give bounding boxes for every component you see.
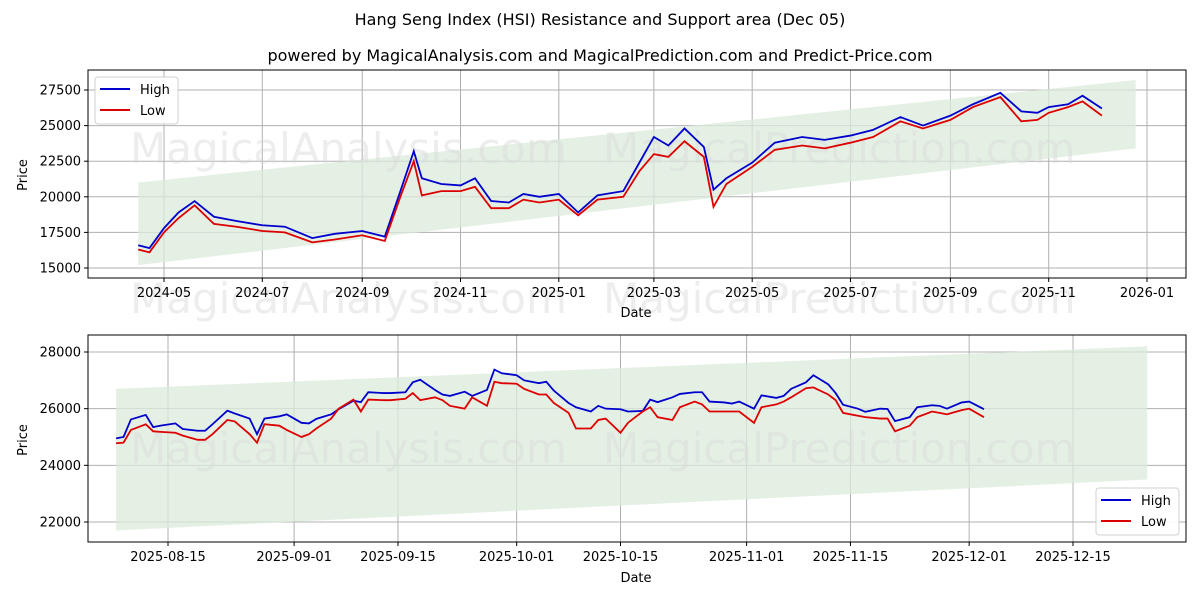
x-tick-label: 2024-05 [137, 286, 191, 301]
bottom-y-axis: 22000 24000 26000 28000 [40, 346, 88, 531]
y-tick-label: 22500 [40, 155, 81, 170]
y-tick-label: 17500 [40, 226, 81, 241]
x-tick-label: 2025-01 [532, 286, 586, 301]
x-tick-label: 2025-09-01 [256, 550, 332, 565]
top-x-axis-label: Date [620, 306, 651, 321]
legend-high-label: High [1141, 494, 1171, 509]
watermark-left: MagicalAnalysis.com [130, 124, 567, 173]
bottom-legend: High Low [1096, 488, 1179, 535]
x-tick-label: 2025-07 [823, 286, 877, 301]
x-tick-label: 2024-07 [235, 286, 289, 301]
y-tick-label: 25000 [40, 119, 81, 134]
x-tick-label: 2025-10-15 [583, 550, 659, 565]
x-tick-label: 2025-08-15 [130, 550, 206, 565]
x-tick-label: 2025-12-01 [931, 550, 1007, 565]
watermark-right: MagicalPrediction.com [603, 124, 1076, 173]
legend-low-label: Low [140, 104, 166, 119]
x-tick-label: 2025-11-01 [709, 550, 785, 565]
y-tick-label: 26000 [40, 402, 81, 417]
top-y-axis: 15000 17500 20000 22500 25000 27500 [40, 84, 88, 277]
y-tick-label: 22000 [40, 516, 81, 531]
figure: MagicalAnalysis.com MagicalPrediction.co… [0, 0, 1200, 600]
x-tick-label: 2025-10-01 [479, 550, 555, 565]
y-tick-label: 15000 [40, 262, 81, 277]
y-tick-label: 27500 [40, 84, 81, 99]
x-tick-label: 2025-11 [1022, 286, 1076, 301]
x-tick-label: 2025-09-15 [360, 550, 436, 565]
x-tick-label: 2025-05 [725, 286, 779, 301]
y-tick-label: 24000 [40, 459, 81, 474]
y-tick-label: 28000 [40, 346, 81, 361]
bottom-x-axis: 2025-08-15 2025-09-01 2025-09-15 2025-10-01… [130, 542, 1111, 565]
top-legend: High Low [95, 77, 178, 124]
top-y-axis-label: Price [16, 159, 31, 191]
x-tick-label: 2025-09 [923, 286, 977, 301]
x-tick-label: 2026-01 [1120, 286, 1174, 301]
legend-high-label: High [140, 83, 170, 98]
watermark-bottom-right: MagicalPrediction.com [603, 424, 1076, 473]
x-tick-label: 2024-11 [433, 286, 487, 301]
y-tick-label: 20000 [40, 190, 81, 205]
legend-low-label: Low [1141, 515, 1167, 530]
bottom-x-axis-label: Date [620, 571, 651, 586]
x-tick-label: 2025-03 [627, 286, 681, 301]
bottom-y-axis-label: Price [16, 424, 31, 456]
x-tick-label: 2024-09 [335, 286, 389, 301]
top-chart: MagicalAnalysis.com MagicalPrediction.co… [16, 70, 1186, 323]
x-tick-label: 2025-11-15 [813, 550, 889, 565]
x-tick-label: 2025-12-15 [1035, 550, 1111, 565]
bottom-chart: MagicalAnalysis.com MagicalPrediction.co… [16, 335, 1186, 586]
